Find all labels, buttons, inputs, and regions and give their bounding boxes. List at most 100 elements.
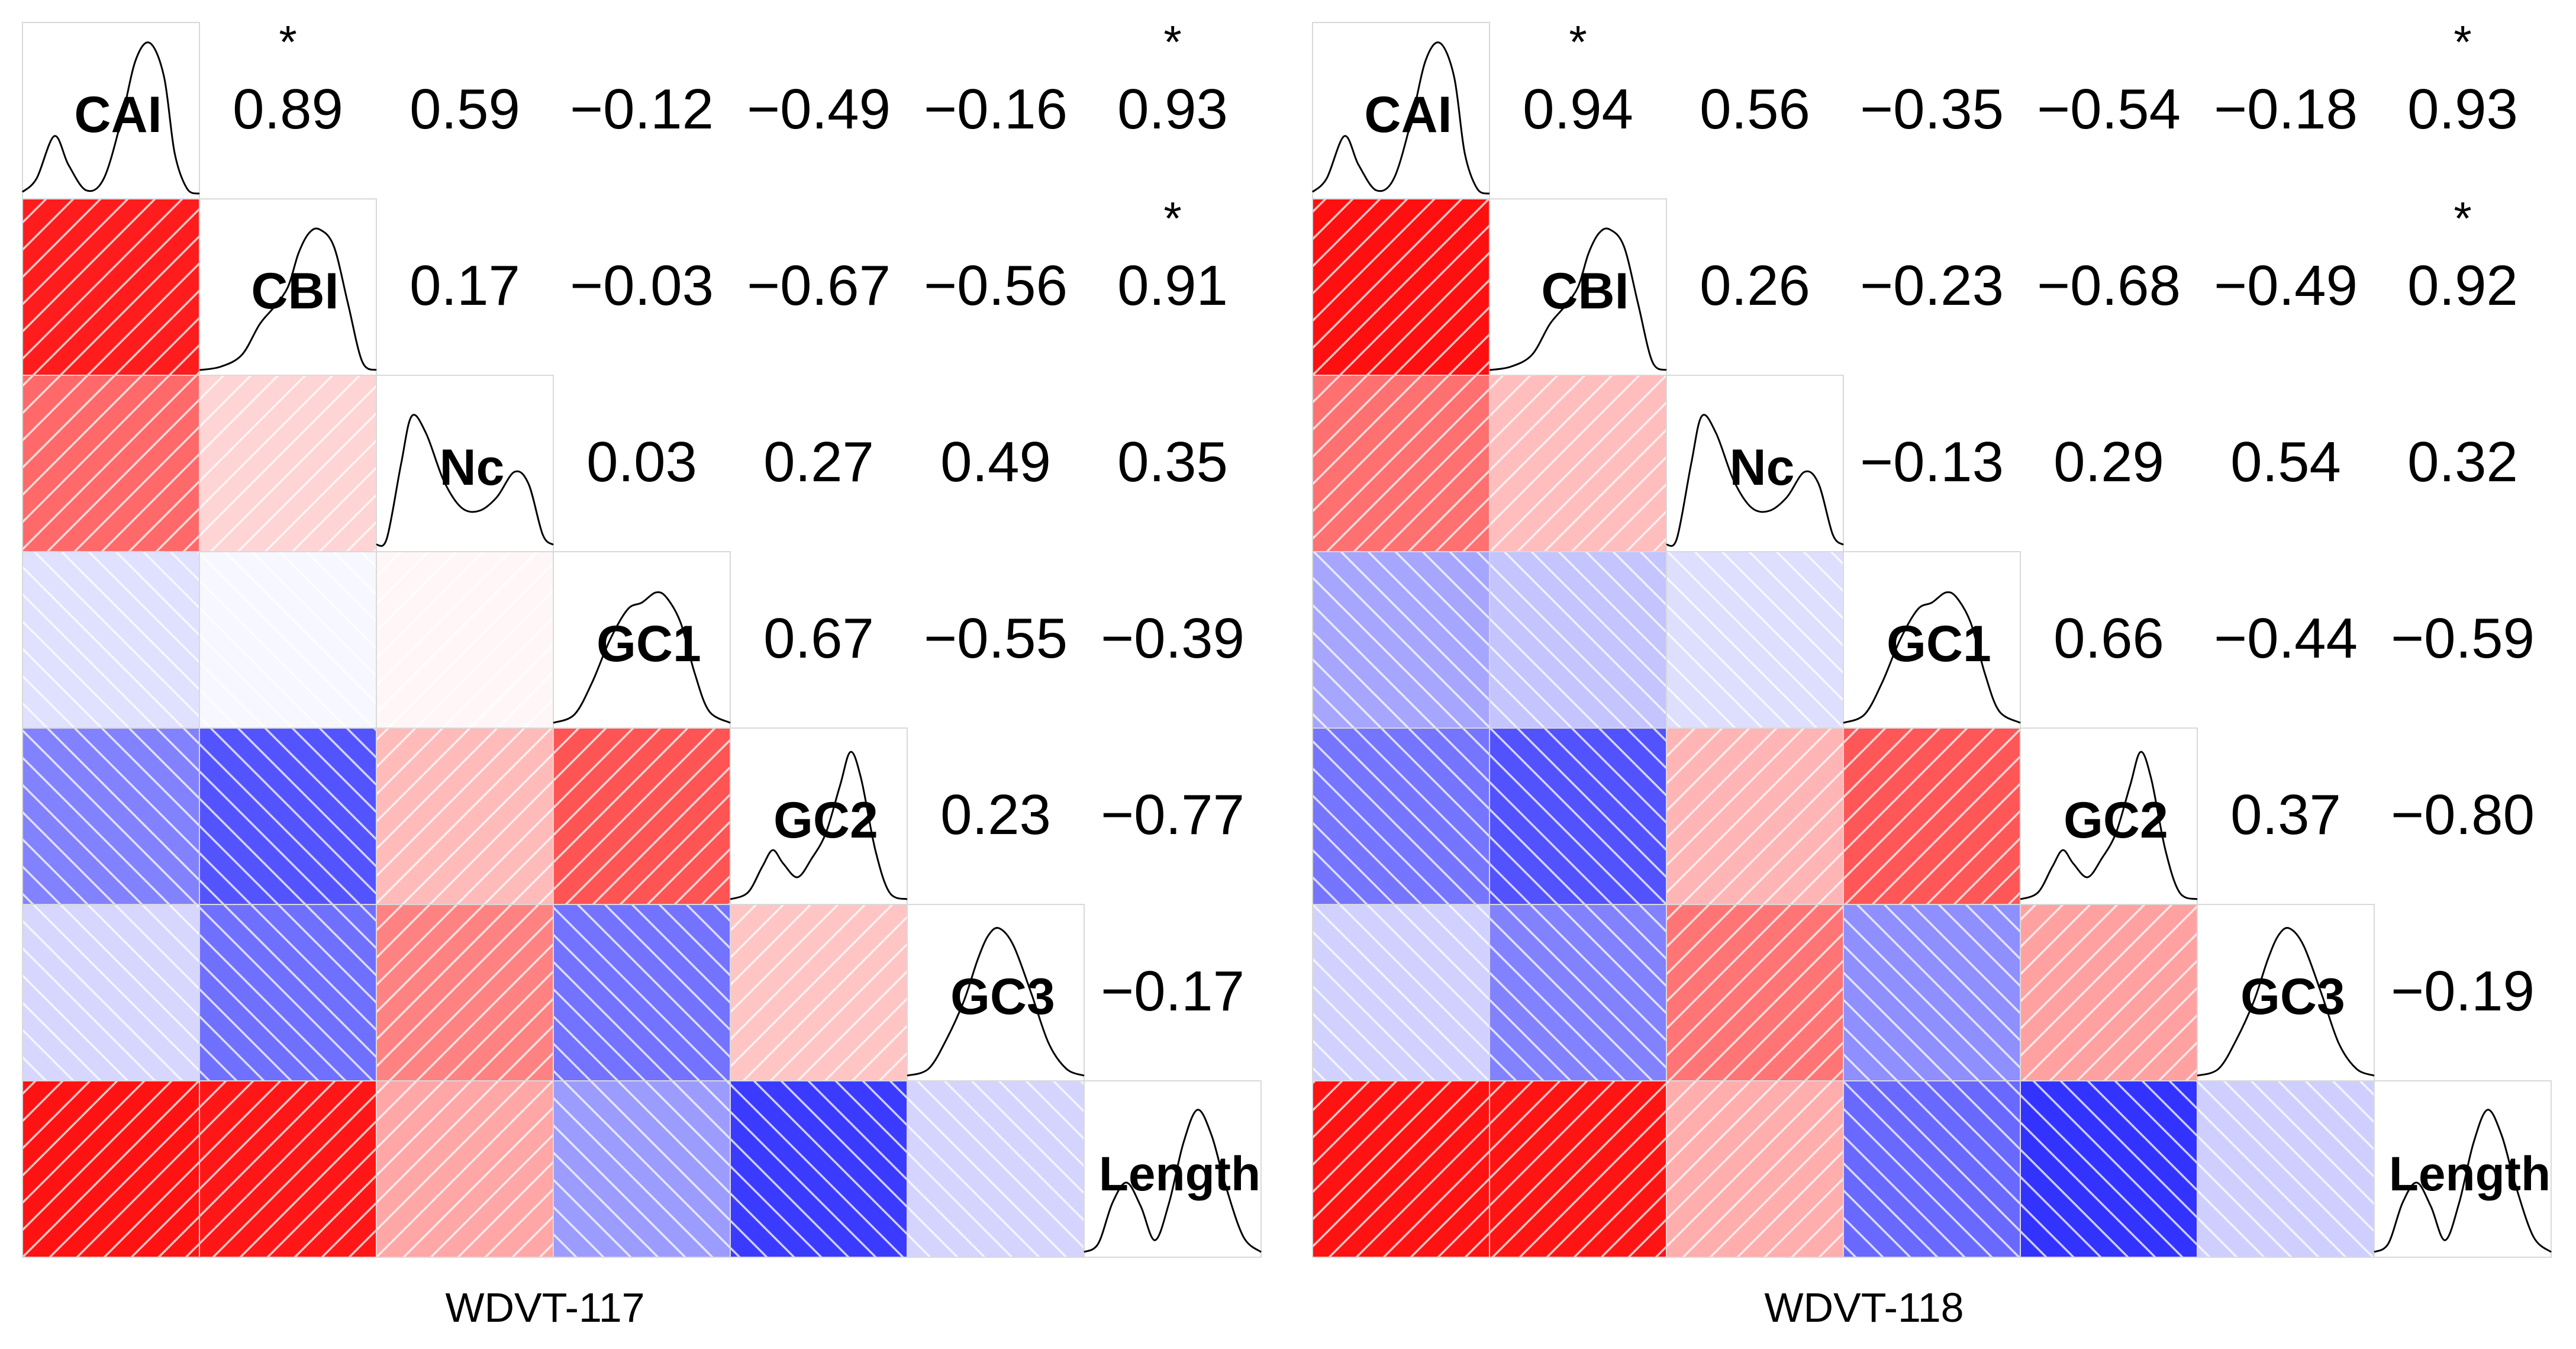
density-curve-gc1 (553, 591, 731, 724)
corr-value-cbi-gc2: −0.68 (2037, 254, 2181, 317)
density-curve-gc1 (1843, 591, 2021, 724)
corr-value-nc-gc3: 0.54 (2230, 430, 2341, 494)
corr-value-nc-length: 0.35 (1117, 430, 1228, 494)
density-curve-length (1084, 1109, 1262, 1253)
corr-cell-hatch (554, 729, 730, 904)
corr-cell-hatch (1490, 376, 1666, 551)
diagonal-cell-nc (1666, 375, 1844, 552)
diagonal-cell-gc3 (907, 904, 1085, 1081)
panel-title-wdvt-118: WDVT-118 (1764, 1284, 1964, 1331)
corr-value-gc1-gc2: 0.66 (2053, 607, 2164, 670)
corr-cell-hatch (731, 1081, 907, 1257)
corr-value-cbi-gc1: −0.03 (570, 254, 714, 317)
panel-title-wdvt-117: WDVT-117 (445, 1284, 644, 1331)
diagonal-cell-length (2374, 1080, 2552, 1258)
corr-value-gc1-gc3: −0.55 (924, 607, 1068, 670)
corr-value-gc1-gc2: 0.67 (763, 607, 874, 670)
diagonal-cell-length (1084, 1080, 1262, 1258)
corr-value-cai-nc: 0.56 (1700, 78, 1810, 141)
corr-cell-hatch (1844, 729, 2020, 904)
corr-value-nc-gc1: −0.13 (1860, 430, 2004, 494)
corr-value-gc1-length: −0.59 (2391, 607, 2535, 670)
corr-value-cai-nc: 0.59 (410, 78, 520, 141)
diagonal-cell-nc (376, 375, 554, 552)
corr-value-cbi-length: 0.92 (2407, 254, 2518, 317)
density-curve-cai (1311, 41, 1490, 195)
variable-label-gc3: GC3 (2240, 968, 2345, 1025)
density-curve-nc (376, 414, 554, 547)
variable-label-nc: Nc (439, 439, 504, 496)
corr-cell-hatch (1667, 552, 1843, 727)
diagonal-cell-gc2 (2020, 727, 2198, 905)
corr-cell-hatch (23, 376, 199, 551)
corr-cell-hatch (377, 552, 553, 727)
corr-cell-hatch (200, 905, 376, 1080)
corr-value-cbi-gc1: −0.23 (1860, 254, 2004, 317)
corr-cell-hatch (23, 552, 199, 727)
corr-cell-hatch (1667, 905, 1843, 1080)
corr-value-gc3-length: −0.19 (2391, 960, 2535, 1023)
corr-cell-hatch (23, 729, 199, 904)
density-curve-gc2 (730, 751, 908, 900)
corr-cell-hatch (1313, 905, 1489, 1080)
corr-cell-hatch (2021, 1081, 2197, 1257)
corr-cell-hatch (2021, 905, 2197, 1080)
corr-cell-hatch (1313, 199, 1489, 375)
variable-label-cai: CAI (1364, 86, 1452, 143)
corr-cell-hatch (23, 1081, 199, 1257)
corr-cell-hatch (1844, 905, 2020, 1080)
corr-cell-hatch (1490, 729, 1666, 904)
corr-value-cai-length: 0.93 (2407, 78, 2518, 141)
density-curve-gc3 (2197, 927, 2375, 1077)
variable-label-cbi: CBI (1541, 263, 1629, 320)
corr-cell-hatch (1313, 729, 1489, 904)
corr-value-cbi-length: 0.91 (1117, 254, 1228, 317)
corr-cell-hatch (1313, 1081, 1489, 1257)
diagonal-cell-gc1 (1843, 551, 2021, 729)
density-curve-gc2 (2020, 751, 2198, 900)
corr-cell-hatch (1490, 1081, 1666, 1257)
diagonal-cell-gc1 (553, 551, 731, 729)
corr-value-cai-length: 0.93 (1117, 78, 1228, 141)
variable-label-length: Length (2389, 1147, 2551, 1201)
variable-label-length: Length (1099, 1147, 1260, 1201)
corr-cell-hatch (1313, 552, 1489, 727)
corr-value-cai-gc2: −0.49 (747, 78, 891, 141)
significance-star: * (1163, 16, 1181, 68)
corr-cell-hatch (1667, 1081, 1843, 1257)
corr-value-cai-cbi: 0.89 (233, 78, 343, 141)
density-curve-cai (21, 41, 200, 195)
corr-value-cai-gc2: −0.54 (2037, 78, 2181, 141)
corr-cell-hatch (908, 1081, 1084, 1257)
corr-value-gc1-length: −0.39 (1101, 607, 1245, 670)
corr-value-gc1-gc3: −0.44 (2214, 607, 2358, 670)
panel-wdvt-118: CAI 0.94*0.56 −0.35 −0.54 −0.18 0.93*CBI 0.26−… (1311, 16, 2552, 1258)
density-curve-gc3 (907, 927, 1085, 1077)
diagonal-cell-cai (22, 22, 200, 199)
corr-cell-hatch (200, 552, 376, 727)
variable-label-nc: Nc (1729, 439, 1794, 496)
variable-label-gc1: GC1 (1887, 616, 1991, 672)
variable-label-gc2: GC2 (2064, 792, 2168, 849)
significance-star: * (1569, 16, 1587, 68)
variable-label-cai: CAI (74, 86, 162, 143)
corr-cell-hatch (1490, 552, 1666, 727)
variable-label-gc3: GC3 (950, 968, 1055, 1025)
corr-value-cbi-gc2: −0.67 (747, 254, 891, 317)
corr-value-nc-gc2: 0.27 (763, 430, 874, 494)
diagonal-cell-gc2 (730, 727, 908, 905)
corr-value-cbi-nc: 0.17 (410, 254, 520, 317)
corr-value-cai-gc1: −0.12 (570, 78, 714, 141)
significance-star: * (1163, 192, 1181, 244)
significance-star: * (279, 16, 296, 68)
corr-value-cai-gc1: −0.35 (1860, 78, 2004, 141)
corr-value-nc-gc2: 0.29 (2053, 430, 2164, 494)
corr-cell-hatch (1667, 729, 1843, 904)
corr-cell-hatch (377, 729, 553, 904)
corr-value-gc2-gc3: 0.23 (940, 783, 1051, 846)
corr-value-cbi-gc3: −0.56 (924, 254, 1068, 317)
variable-label-gc1: GC1 (597, 616, 701, 672)
significance-star: * (2454, 192, 2471, 244)
corr-cell-hatch (200, 729, 376, 904)
variable-label-gc2: GC2 (773, 792, 878, 849)
